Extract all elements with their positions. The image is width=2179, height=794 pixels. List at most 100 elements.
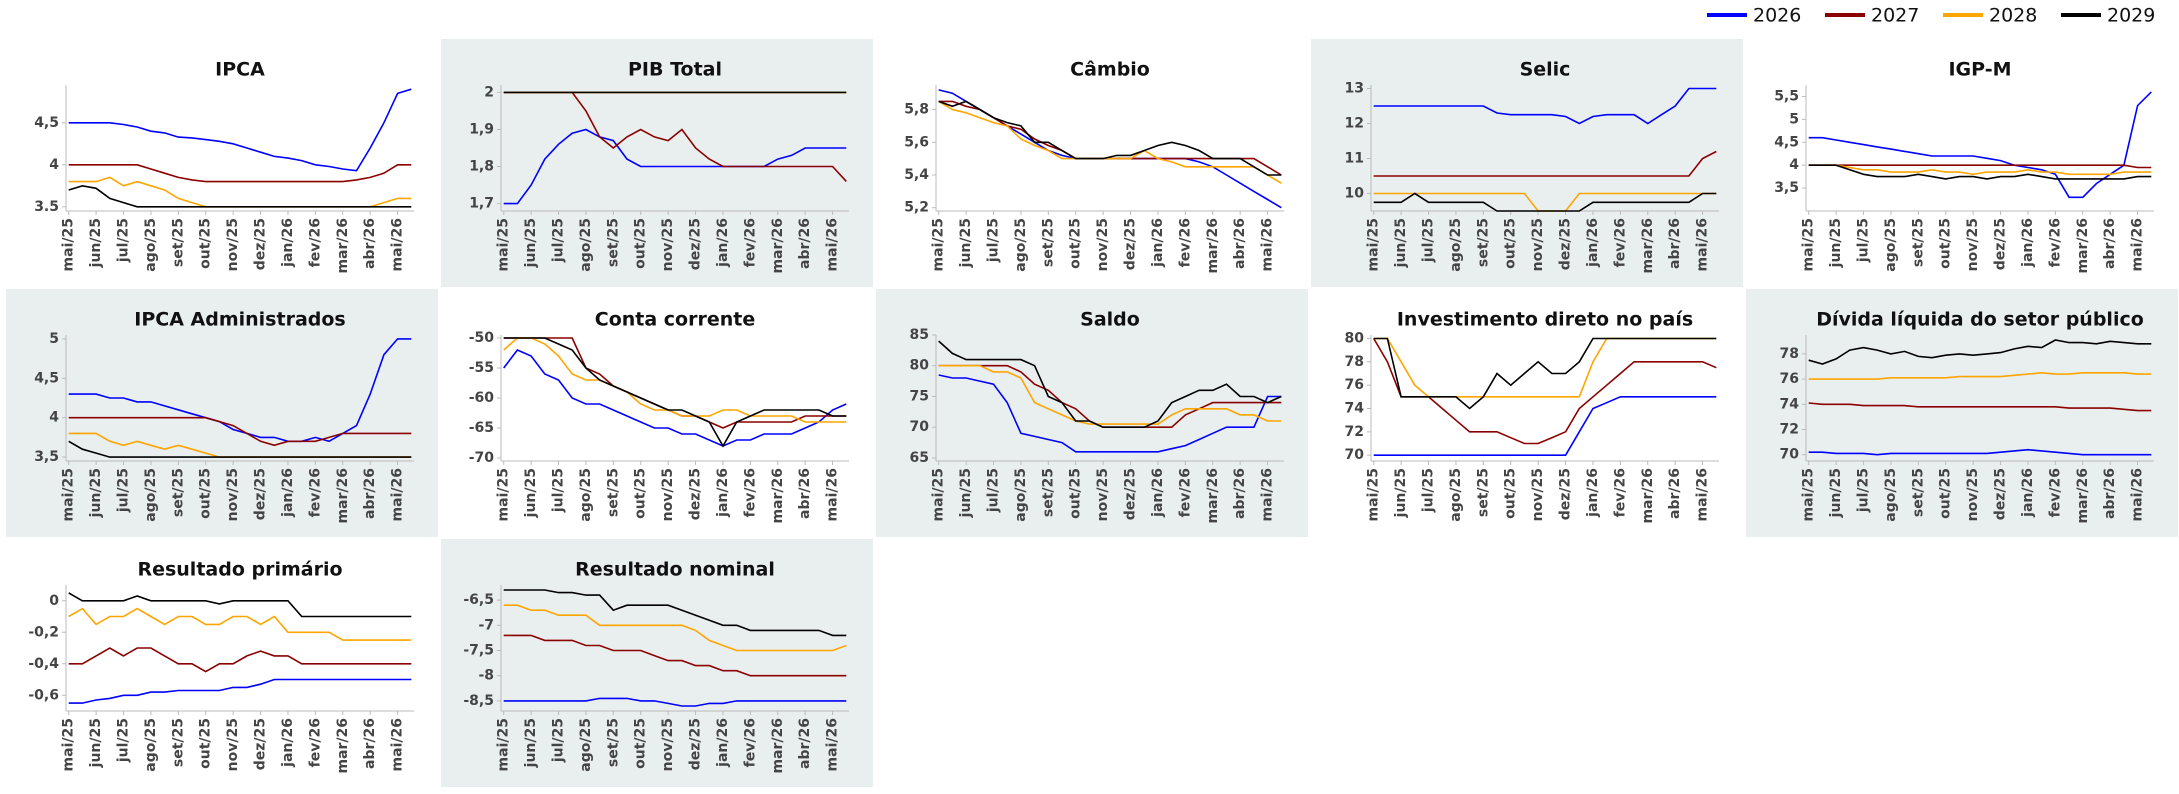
y-tick-label: -8,5 (463, 693, 494, 709)
x-tick-label: dez/25 (688, 468, 704, 520)
legend-label: 2029 (2107, 5, 2155, 27)
series-line (1808, 448, 2152, 456)
x-tick-label: mai/25 (1366, 468, 1382, 521)
x-tick-label: fev/26 (742, 718, 758, 767)
x-tick-label: jun/25 (88, 718, 104, 768)
x-tick-label: abr/26 (797, 468, 813, 519)
chart-panel: Selic 10 11 12 13 mai/25 jun/25 jul/25 ago/25 set… (1311, 39, 1743, 287)
x-tick-label: set/25 (1040, 218, 1056, 267)
x-tick-label: ago/25 (1013, 468, 1029, 522)
x-tick-label: jun/25 (523, 218, 539, 268)
x-tick-label: mar/26 (770, 218, 786, 274)
x-tick-label: ago/25 (578, 468, 594, 522)
x-tick-label: dez/25 (688, 718, 704, 770)
x-tick-label: jun/25 (958, 468, 974, 518)
x-tick-label: nov/25 (225, 218, 241, 271)
y-tick-label: -7 (478, 617, 494, 633)
series-line (503, 634, 847, 677)
y-tick-label: -7,5 (463, 643, 494, 659)
chart-panel: Resultado primário -0,6 -0,4 -0,2 0 mai/25 jun… (28, 559, 414, 774)
x-tick-label: set/25 (605, 718, 621, 767)
x-tick-label: jan/26 (1585, 218, 1601, 268)
y-tick-label: -6,5 (463, 592, 494, 608)
x-tick-label: jun/25 (1393, 468, 1409, 518)
x-tick-label: dez/25 (253, 468, 269, 520)
x-tick-label: abr/26 (1232, 218, 1248, 269)
x-tick-label: set/25 (1475, 218, 1491, 267)
x-tick-label: jan/26 (280, 718, 296, 768)
y-tick-label: 65 (910, 450, 929, 466)
x-tick-label: jan/26 (280, 468, 296, 518)
chart-panel: Saldo 65 70 75 80 85 mai/25 jun/25 jul/25 ago/25 s… (876, 289, 1308, 537)
x-tick-label: mar/26 (770, 468, 786, 524)
y-tick-label: -0,2 (28, 624, 59, 640)
panel-background (1746, 289, 2178, 537)
x-tick-label: out/25 (198, 718, 214, 769)
chart-panel: PIB Total 1,7 1,8 1,9 2 mai/25 jun/25 jul/25 ago… (441, 39, 873, 287)
series-line (503, 128, 847, 205)
x-tick-label: set/25 (170, 718, 186, 767)
series-line (1808, 402, 2152, 412)
x-tick-label: ago/25 (143, 718, 159, 772)
panel-background (1311, 39, 1743, 287)
y-tick-label: 5,8 (904, 102, 929, 118)
chart-title: Investimento direto no país (1397, 309, 1693, 331)
y-tick-label: -0,4 (28, 656, 59, 672)
x-tick-label: jul/25 (116, 468, 132, 513)
x-tick-label: mai/25 (496, 468, 512, 521)
x-tick-label: jul/25 (551, 718, 567, 763)
x-tick-label: mai/26 (2130, 468, 2146, 521)
x-tick-label: mai/26 (2130, 218, 2146, 271)
x-tick-label: abr/26 (1232, 468, 1248, 519)
chart-panel: IPCA Administrados 3,5 4 4,5 5 mai/25 jun/25 ju… (6, 289, 438, 537)
x-tick-label: set/25 (1040, 468, 1056, 517)
x-tick-label: fev/26 (307, 218, 323, 267)
y-tick-label: -50 (469, 330, 495, 346)
x-tick-label: mar/26 (1640, 468, 1656, 524)
x-tick-label: jun/25 (1828, 468, 1844, 518)
x-tick-label: mar/26 (1205, 468, 1221, 524)
series-line (1808, 371, 2152, 380)
x-tick-label: mai/26 (1695, 468, 1711, 521)
series-line (1373, 396, 1717, 456)
x-tick-label: jan/26 (2020, 218, 2036, 268)
x-tick-label: out/25 (1068, 468, 1084, 519)
x-tick-label: ago/25 (1448, 468, 1464, 522)
series-line (68, 416, 412, 447)
series-line (938, 100, 1282, 184)
x-tick-label: mar/26 (335, 468, 351, 524)
x-tick-label: mai/26 (825, 468, 841, 521)
y-tick-label: 4 (49, 157, 59, 173)
series-line (1373, 192, 1717, 212)
x-tick-label: fev/26 (1612, 218, 1628, 267)
y-tick-label: 75 (910, 388, 929, 404)
y-tick-label: 78 (1780, 346, 1799, 362)
series-line (68, 164, 412, 183)
y-tick-label: 5,2 (904, 200, 929, 216)
x-tick-label: ago/25 (1883, 468, 1899, 522)
x-tick-label: jan/26 (715, 468, 731, 518)
chart-title: IPCA (215, 59, 265, 81)
x-tick-label: mai/25 (1801, 468, 1817, 521)
chart-title: IPCA Administrados (134, 309, 345, 331)
x-tick-label: mai/26 (1260, 468, 1276, 521)
series-line (1373, 337, 1717, 410)
chart-title: Saldo (1080, 309, 1140, 331)
x-tick-label: mai/26 (1695, 218, 1711, 271)
x-tick-label: nov/25 (1530, 218, 1546, 271)
x-tick-label: out/25 (1503, 468, 1519, 519)
x-tick-label: abr/26 (362, 718, 378, 769)
x-tick-label: out/25 (633, 468, 649, 519)
chart-panel: Resultado nominal -8,5 -8 -7,5 -7 -6,5 mai/25 j… (441, 539, 873, 787)
series-line (503, 337, 847, 423)
series-line (1808, 164, 2152, 176)
legend-label: 2027 (1871, 5, 1919, 27)
x-tick-label: mai/25 (931, 218, 947, 271)
y-tick-label: 4,5 (34, 115, 59, 131)
x-tick-label: ago/25 (1013, 218, 1029, 272)
x-tick-label: mar/26 (1640, 218, 1656, 274)
x-tick-label: mar/26 (2075, 218, 2091, 274)
y-tick-label: 5,6 (904, 134, 929, 150)
x-tick-label: fev/26 (307, 468, 323, 517)
series-line (68, 592, 412, 618)
